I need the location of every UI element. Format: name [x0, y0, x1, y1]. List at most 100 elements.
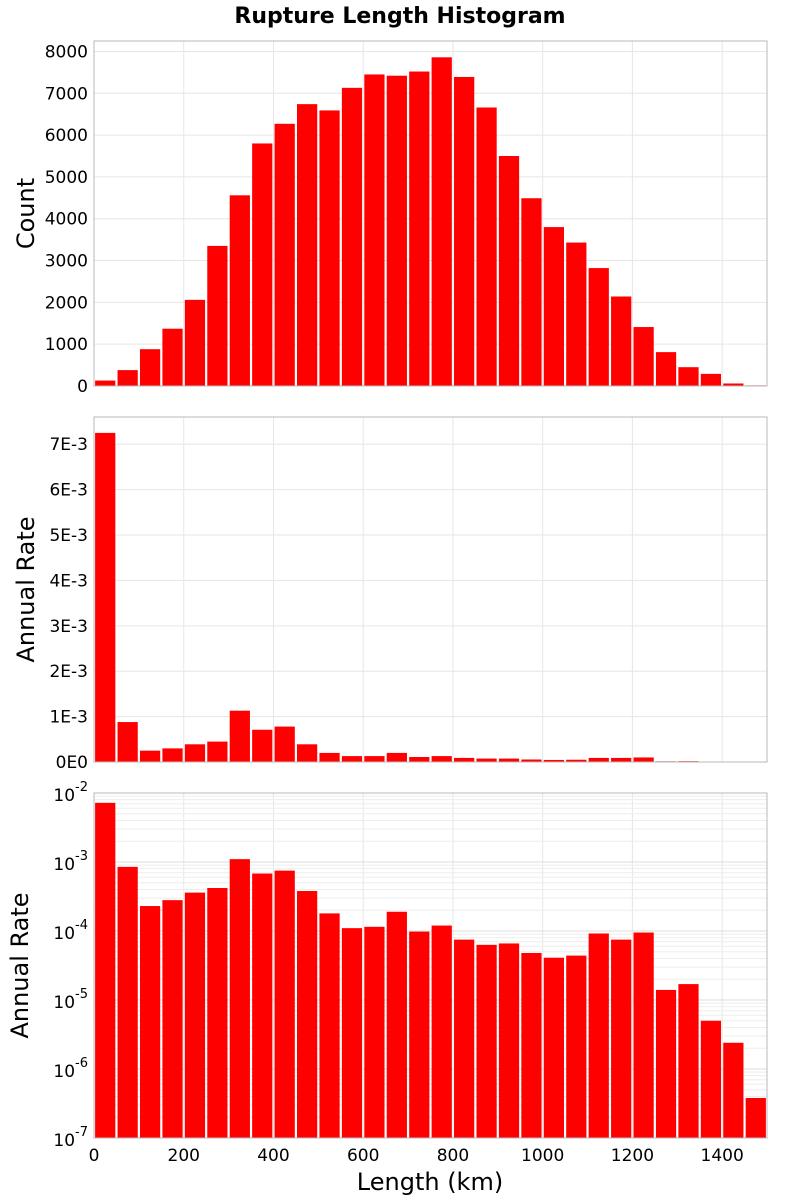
histogram-bar [431, 57, 452, 387]
histogram-bar [139, 750, 161, 762]
histogram-bar [588, 757, 609, 762]
histogram-bar [184, 892, 206, 1138]
panel-count: 0 1000 2000 3000 4000 5000 6000 7000 8000 Count [12, 40, 768, 397]
histogram-bar [543, 227, 564, 386]
histogram-bar [274, 726, 295, 762]
histogram-bar [431, 756, 452, 762]
y-tick-label: 1000 [45, 335, 88, 355]
histogram-bar [521, 952, 542, 1138]
histogram-bar [431, 925, 452, 1138]
plot-frame [93, 792, 768, 1139]
histogram-bar [476, 758, 497, 762]
histogram-bar [655, 352, 677, 386]
y-tick-label: 0E0 [56, 753, 88, 773]
histogram-bar [476, 944, 497, 1138]
histogram-bar [498, 156, 520, 386]
histogram-bar [229, 195, 250, 386]
histogram-bar [207, 887, 228, 1138]
histogram-bar [633, 327, 654, 386]
histogram-bar [364, 756, 385, 762]
histogram-bar [700, 1020, 722, 1138]
histogram-bar [341, 87, 363, 386]
histogram-bar [364, 74, 385, 387]
histogram-bar [341, 928, 363, 1138]
y-tick-label: 3E-3 [49, 617, 88, 637]
x-axis: 0 200 400 600 800 1000 1200 1400 [89, 1146, 744, 1166]
histogram-bar [162, 748, 183, 762]
histogram-bar [409, 757, 430, 762]
y-tick-label: 7E-3 [49, 435, 88, 455]
histogram-bar [297, 104, 318, 387]
histogram-bar [274, 870, 295, 1138]
histogram-bar [409, 931, 430, 1138]
histogram-bar [252, 143, 273, 386]
y-tick-label: 10-5 [53, 987, 88, 1013]
histogram-bar [274, 123, 295, 387]
y-tick-label: 5E-3 [49, 526, 88, 546]
histogram-bar [678, 367, 699, 386]
histogram-bar [319, 752, 340, 762]
histogram-bar [566, 242, 587, 386]
histogram-bar [409, 71, 430, 386]
histogram-bar [678, 984, 699, 1138]
histogram-bar [117, 370, 138, 386]
histogram-bar [117, 722, 138, 762]
y-tick-label: 7000 [45, 84, 88, 104]
histogram-bar [139, 906, 161, 1138]
histogram-bar [341, 756, 363, 762]
chart-title: Rupture Length Histogram [234, 4, 565, 29]
histogram-bar [386, 75, 407, 386]
histogram-bar [543, 759, 564, 762]
histogram-bar [297, 890, 318, 1138]
histogram-bar [95, 380, 116, 386]
histogram-bar [454, 76, 475, 387]
histogram-bar [723, 383, 744, 386]
histogram-bar [364, 926, 385, 1138]
histogram-bar [319, 110, 340, 386]
panel-rate-log: 10-2 10-3 10-4 10-5 10-6 10-7 Annual Rate [6, 780, 768, 1151]
histogram-bar [162, 328, 183, 386]
y-tick-label: 8000 [45, 42, 88, 62]
y-tick-label: 1E-3 [49, 708, 88, 728]
y-axis-label: Count [12, 178, 40, 249]
x-tick-label: 200 [168, 1146, 200, 1166]
histogram-bar [723, 1042, 744, 1138]
panel-rate-linear: 0E0 1E-3 2E-3 3E-3 4E-3 5E-3 6E-3 7E-3 Annual Ra… [12, 416, 768, 773]
histogram-bar [184, 299, 206, 386]
y-tick-label: 3000 [45, 252, 88, 272]
y-tick-label: 2000 [45, 293, 88, 313]
histogram-bar [633, 932, 654, 1138]
histogram-bar [588, 268, 609, 386]
histogram-bar [611, 939, 632, 1138]
histogram-bar [655, 989, 677, 1138]
x-tick-label: 600 [347, 1146, 379, 1166]
histogram-bar [566, 759, 587, 762]
y-tick-label: 0 [77, 377, 88, 397]
histogram-bar [319, 913, 340, 1138]
y-tick-label: 2E-3 [49, 662, 88, 682]
y-tick-label: 10-3 [53, 849, 88, 875]
y-tick-label: 6E-3 [49, 481, 88, 501]
histogram-bar [184, 744, 206, 762]
histogram-bar [633, 757, 654, 762]
x-tick-label: 1400 [701, 1146, 744, 1166]
histogram-bar [95, 802, 116, 1138]
histogram-bar [207, 741, 228, 762]
histogram-bar [386, 752, 407, 762]
histogram-bar [117, 866, 138, 1138]
y-tick-label: 10-6 [53, 1056, 88, 1082]
histogram-bar [454, 939, 475, 1138]
histogram-bar [543, 957, 564, 1138]
y-tick-label: 4000 [45, 210, 88, 230]
x-tick-label: 0 [89, 1146, 100, 1166]
histogram-bar [521, 759, 542, 762]
y-axis-label: Annual Rate [12, 516, 40, 662]
plot-frame [93, 416, 768, 763]
histogram-bar [611, 296, 632, 386]
plot-frame [93, 40, 768, 387]
histogram-bar [207, 245, 228, 386]
histogram-bar [611, 757, 632, 762]
histogram-bar [95, 432, 116, 762]
histogram-bar [162, 900, 183, 1138]
